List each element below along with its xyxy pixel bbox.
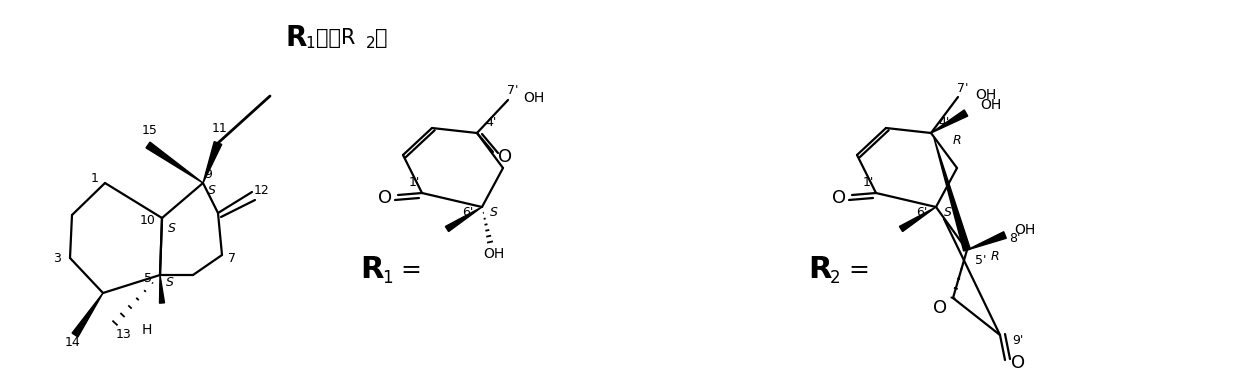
Text: R: R [808,256,832,285]
Polygon shape [934,138,971,251]
Text: 6': 6' [463,206,474,218]
Polygon shape [931,110,967,133]
Text: S: S [208,184,216,197]
Text: H: H [141,323,153,337]
Text: ）: ） [374,28,387,48]
Text: S: S [166,276,174,290]
Text: S: S [169,222,176,234]
Text: 9: 9 [205,167,212,181]
Text: OH: OH [484,247,505,261]
Text: 1': 1' [408,177,419,189]
Text: OH: OH [1014,223,1035,237]
Text: 8': 8' [1009,231,1021,245]
Text: 5: 5 [144,271,153,285]
Polygon shape [146,142,203,183]
Text: 2: 2 [830,269,841,287]
Text: 4': 4' [485,116,497,130]
Text: 11: 11 [212,121,228,135]
Text: 7: 7 [228,251,236,265]
Text: 1': 1' [862,177,874,189]
Text: 13: 13 [117,328,131,341]
Polygon shape [72,293,103,337]
Text: 12: 12 [254,183,270,197]
Text: OH: OH [981,98,1002,112]
Polygon shape [203,142,222,183]
Text: OH: OH [976,88,997,102]
Text: =: = [393,258,422,282]
Text: 2: 2 [366,37,376,51]
Text: R: R [991,251,999,263]
Text: S: S [490,206,498,218]
Text: 1: 1 [305,37,315,51]
Text: R: R [952,135,961,147]
Polygon shape [445,207,482,232]
Text: 7': 7' [507,85,518,98]
Text: 1: 1 [91,172,99,186]
Text: 15: 15 [143,124,157,136]
Text: O: O [1011,354,1025,372]
Text: OH: OH [523,91,544,105]
Text: O: O [378,189,392,207]
Text: O: O [932,299,947,317]
Text: R: R [360,256,383,285]
Polygon shape [899,207,936,232]
Polygon shape [967,232,1007,250]
Text: S: S [944,206,952,218]
Text: 7': 7' [957,82,968,94]
Text: 3: 3 [53,251,61,265]
Text: 4': 4' [939,116,950,130]
Text: 10: 10 [140,214,156,228]
Text: 14: 14 [66,336,81,349]
Text: 9': 9' [1012,333,1024,347]
Text: 5': 5' [975,254,987,266]
Text: O: O [498,148,512,166]
Text: 6': 6' [916,206,928,218]
Text: 1: 1 [382,269,393,287]
Polygon shape [160,275,165,303]
Text: =: = [841,258,870,282]
Text: R: R [285,24,306,52]
Text: （或R: （或R [316,28,356,48]
Text: O: O [832,189,846,207]
